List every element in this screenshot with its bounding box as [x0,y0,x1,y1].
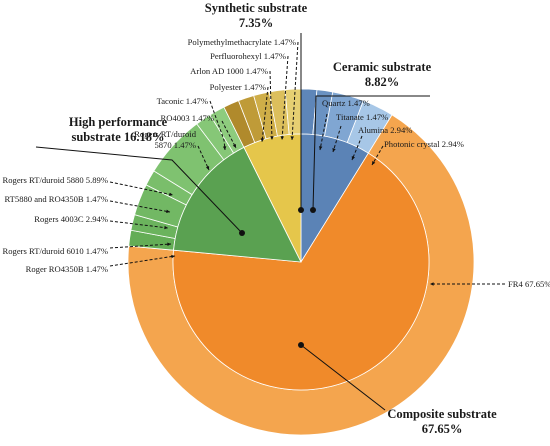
child-label-rogers-rt-duroid-5870: Rogers RT/duroid 5870 1.47% [134,129,196,150]
category-name-high-performance-substrate: High performance [69,115,168,129]
category-leader-high-performance-substrate [35,146,243,234]
child-label-taconic: Taconic 1.47% [157,96,208,106]
arrowhead-polyester [260,138,265,142]
category-leader-composite-substrate [300,344,386,411]
child-label-rogers-rt-duroid-6010: Rogers RT/duroid 6010 1.47% [3,246,108,256]
category-name-ceramic-substrate: Ceramic substrate [333,60,432,74]
arrowhead-rogers-rt-duroid-6010 [167,242,171,246]
arrowhead-taconic [222,146,227,150]
leader-quartz [319,113,328,151]
leader-lines [35,33,505,411]
category-value-high-performance-substrate: substrate 16.18% [71,130,164,144]
category-value-composite-substrate: 67.65% [422,422,463,436]
category-leader-ceramic-substrate [312,95,430,211]
child-label-quartz: Quartz 1.47% [322,98,370,108]
arrowhead-rogers-rt-duroid-5880 [169,192,173,196]
arrowhead-ro4003 [232,144,236,148]
arrowhead-fr4 [430,282,434,286]
child-label-alumina: Alumina 2.94% [358,125,412,135]
arrowhead-arlon-ad-1000 [270,136,274,140]
child-label-rogers-4003c: Rogers 4003C 2.94% [34,214,108,224]
leader-perfluorohexyl [281,55,289,141]
inner-slice-composite-substrate [172,152,430,391]
leader-alumina [351,135,363,161]
arrowhead-titanate [332,148,336,152]
category-name-composite-substrate: Composite substrate [387,407,497,421]
inner-slice-high-performance-substrate [173,146,302,263]
leader-ro4003 [221,120,237,149]
arrowhead-polymethylmethacrylate [290,136,294,140]
leader-arlon-ad-1000 [269,70,273,141]
leader-polymethylmethacrylate [291,41,299,141]
arrowhead-perfluorohexyl [280,136,284,140]
arrowhead-roger-ro4350b [171,254,175,259]
child-label-ro4003: RO4003 1.47% [161,113,214,123]
arrowhead-rt5880-and-ro4350b [166,209,170,214]
category-value-synthetic-substrate: 7.35% [239,16,273,30]
leader-photonic-crystal [371,145,384,166]
leader-rogers-rt-duroid-5880 [109,181,174,196]
leader-taconic [209,100,226,151]
leader-rogers-rt-duroid-5870 [197,145,210,171]
category-value-ceramic-substrate: 8.82% [365,75,399,89]
arrowhead-rogers-4003c [164,225,168,230]
child-label-roger-ro4350b: Roger RO4350B 1.47% [26,264,108,274]
child-label-fr4: FR4 67.65% [508,279,550,289]
child-label-polymethylmethacrylate: Polymethylmethacrylate 1.47% [188,37,296,47]
leader-rt5880-and-ro4350b [109,200,171,213]
arrowhead-quartz [318,146,323,150]
child-label-perfluorohexyl: Perfluorohexyl 1.47% [210,51,286,61]
leader-rogers-rt-duroid-6010 [109,243,172,249]
leader-polyester [261,86,269,143]
child-label-photonic-crystal: Photonic crystal 2.94% [384,139,464,149]
child-label-rt5880-and-ro4350b: RT5880 and RO4350B 1.47% [4,194,108,204]
arrowhead-alumina [351,156,355,160]
child-label-polyester: Polyester 1.47% [210,82,266,92]
category-name-synthetic-substrate: Synthetic substrate [205,1,308,15]
arrowhead-photonic-crystal [372,161,376,165]
leader-titanate [332,125,342,153]
child-label-rogers-rt-duroid-5880: Rogers RT/duroid 5880 5.89% [3,175,108,185]
child-label-titanate: Titanate 1.47% [336,112,388,122]
leader-roger-ro4350b [109,255,176,267]
child-label-arlon-ad-1000: Arlon AD 1000 1.47% [190,66,268,76]
arrowhead-rogers-rt-duroid-5870 [205,166,210,170]
